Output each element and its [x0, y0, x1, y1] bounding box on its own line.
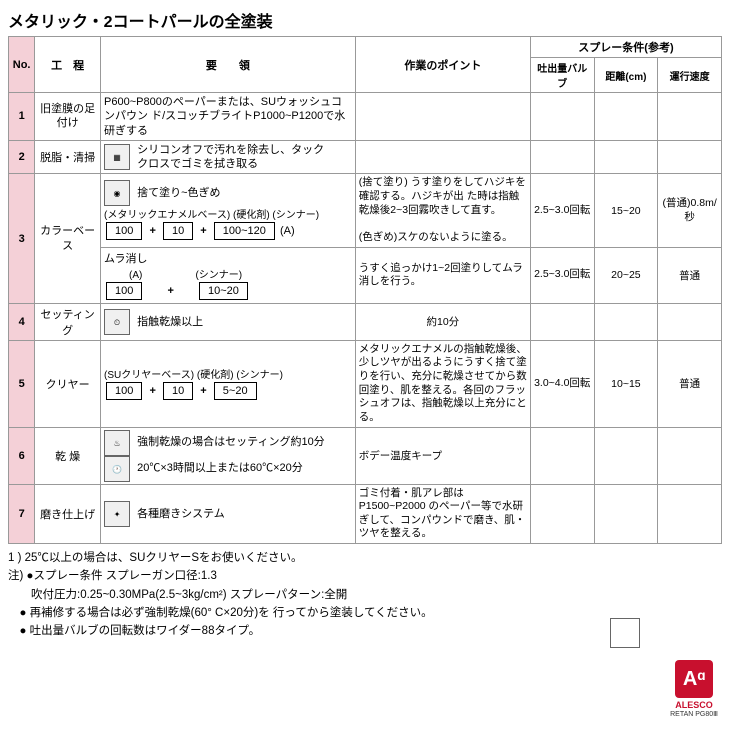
logo-badge: Aᵅ: [675, 660, 713, 698]
table-row: 3 カラーベース ◉ 捨て塗り~色ぎめ (メタリックエナメルベース) (硬化剤)…: [9, 174, 722, 247]
logo-sub: RETAN PG80Ⅲ: [670, 710, 718, 718]
text: (A): [280, 225, 295, 237]
cell-speed: (普通)0.8m/秒: [658, 174, 722, 247]
spray-icon: ◉: [104, 180, 130, 206]
cell-youryou: ムラ消し (A) (シンナー) 100 + 10~20: [101, 247, 356, 303]
plus: +: [200, 385, 206, 397]
logo-name: ALESCO: [670, 700, 718, 710]
timer-icon: ⏲: [104, 309, 130, 335]
cell-youryou: ✦ 各種磨きシステム: [101, 484, 356, 544]
h-youryou: 要 領: [101, 37, 356, 93]
cell-proc: 脱脂・清掃: [35, 140, 101, 174]
h-speed: 運行速度: [658, 58, 722, 93]
cell-proc: カラーベース: [35, 174, 101, 303]
plus: +: [149, 225, 155, 237]
note-line: 1 ) 25℃以上の場合は、SUクリヤーSをお使いください。: [8, 550, 722, 567]
h-point: 作業のポイント: [355, 37, 530, 93]
h-spray: スプレー条件(参考): [530, 37, 721, 58]
text: ムラ消し: [104, 253, 147, 265]
cell-no: 4: [9, 303, 35, 340]
table-row: 7 磨き仕上げ ✦ 各種磨きシステム ゴミ付着・肌アレ部はP1500~P2000…: [9, 484, 722, 544]
brand-logo: Aᵅ ALESCO RETAN PG80Ⅲ: [670, 660, 718, 718]
plus: +: [167, 285, 173, 297]
cell-youryou: P600~P800のペーパーまたは、SUウォッシュコンパウン ド/スコッチブライ…: [101, 93, 356, 141]
note-line: 注) ●スプレー条件 スプレーガン口径:1.3: [8, 568, 722, 585]
text: (シンナー): [195, 270, 242, 281]
cell-no: 6: [9, 427, 35, 484]
cell-youryou: (SUクリヤーベース) (硬化剤) (シンナー) 100 + 10 + 5~20: [101, 340, 356, 427]
main-table: No. 工 程 要 領 作業のポイント スプレー条件(参考) 吐出量バルブ 距離…: [8, 36, 722, 544]
h-valve: 吐出量バルブ: [530, 58, 594, 93]
text: 捨て塗り~色ぎめ: [137, 187, 220, 199]
text: 指触乾燥以上: [137, 316, 203, 328]
cell-proc: 旧塗膜の足付け: [35, 93, 101, 141]
h-no: No.: [9, 37, 35, 93]
value-box: 100: [106, 382, 142, 400]
cell-point: 約10分: [355, 303, 530, 340]
cell-valve: 2.5~3.0回転: [530, 247, 594, 303]
cell-proc: セッティング: [35, 303, 101, 340]
cell-dist: 20~25: [594, 247, 658, 303]
cell-no: 2: [9, 140, 35, 174]
value-box: 10: [163, 382, 193, 400]
cell-proc: クリヤー: [35, 340, 101, 427]
plus: +: [149, 385, 155, 397]
cell-youryou: ▦ シリコンオフで汚れを除去し、タッククロスでゴミを拭き取る: [101, 140, 356, 174]
cell-proc: 乾 燥: [35, 427, 101, 484]
text: 強制乾燥の場合はセッティング約10分: [137, 435, 327, 449]
table-row: 5 クリヤー (SUクリヤーベース) (硬化剤) (シンナー) 100 + 10…: [9, 340, 722, 427]
cell-point: (捨て塗り) うす塗りをしてハジキを確認する。ハジキが出 た時は指触乾燥後2~3…: [355, 174, 530, 247]
table-row: ムラ消し (A) (シンナー) 100 + 10~20 うすく追っかけ1~2回塗…: [9, 247, 722, 303]
page-title: メタリック・2コートパールの全塗装: [8, 8, 722, 32]
value-box: 5~20: [214, 382, 257, 400]
h-dist: 距離(cm): [594, 58, 658, 93]
table-row: 1 旧塗膜の足付け P600~P800のペーパーまたは、SUウォッシュコンパウン…: [9, 93, 722, 141]
text: (捨て塗り) うす塗りをしてハジキを確認する。ハジキが出 た時は指触乾燥後2~3…: [359, 176, 526, 215]
cell-youryou: ♨ 強制乾燥の場合はセッティング約10分 🕐 20℃×3時間以上または60℃×2…: [101, 427, 356, 484]
text: (メタリックエナメルベース) (硬化剤) (シンナー): [104, 210, 319, 221]
cell-dist: 10~15: [594, 340, 658, 427]
cell-youryou: ◉ 捨て塗り~色ぎめ (メタリックエナメルベース) (硬化剤) (シンナー) 1…: [101, 174, 356, 247]
value-box: 100: [106, 282, 142, 300]
value-box: 100: [106, 222, 142, 240]
cell-point: メタリックエナメルの指触乾燥後、少しツヤが出るようにうすく捨て塗りを行い、充分に…: [355, 340, 530, 427]
value-box: 10~20: [199, 282, 248, 300]
cell-point: うすく追っかけ1~2回塗りしてムラ消しを行う。: [355, 247, 530, 303]
text: 20℃×3時間以上または60℃×20分: [137, 461, 327, 475]
h-proc: 工 程: [35, 37, 101, 93]
polish-icon: ✦: [104, 501, 130, 527]
cell-speed: 普通: [658, 340, 722, 427]
plus: +: [200, 225, 206, 237]
cell-point: ゴミ付着・肌アレ部はP1500~P2000 のペーパー等で水研ぎして、コンパウン…: [355, 484, 530, 544]
note-line: 吹付圧力:0.25~0.30MPa(2.5~3kg/cm²) スプレーパターン:…: [8, 587, 722, 604]
cleaning-icon: ▦: [104, 144, 130, 170]
cell-no: 7: [9, 484, 35, 544]
cell-proc: 磨き仕上げ: [35, 484, 101, 544]
cell-valve: 3.0~4.0回転: [530, 340, 594, 427]
table-row: 6 乾 燥 ♨ 強制乾燥の場合はセッティング約10分 🕐 20℃×3時間以上また…: [9, 427, 722, 484]
cell-no: 3: [9, 174, 35, 303]
table-row: 4 セッティング ⏲ 指触乾燥以上 約10分: [9, 303, 722, 340]
spraygun-icon: [610, 618, 640, 648]
text: (色ぎめ)スケのないように塗る。: [359, 231, 513, 243]
table-row: 2 脱脂・清掃 ▦ シリコンオフで汚れを除去し、タッククロスでゴミを拭き取る: [9, 140, 722, 174]
text: 各種磨きシステム: [137, 508, 225, 520]
cell-youryou: ⏲ 指触乾燥以上: [101, 303, 356, 340]
cell-no: 1: [9, 93, 35, 141]
text: シリコンオフで汚れを除去し、タッククロスでゴミを拭き取る: [137, 143, 327, 172]
clock-icon: 🕐: [104, 456, 130, 482]
cell-valve: 2.5~3.0回転: [530, 174, 594, 247]
text: (SUクリヤーベース) (硬化剤) (シンナー): [104, 370, 283, 381]
cell-point: ボデー温度キープ: [355, 427, 530, 484]
heat-icon: ♨: [104, 430, 130, 456]
value-box: 10: [163, 222, 193, 240]
value-box: 100~120: [214, 222, 275, 240]
cell-dist: 15~20: [594, 174, 658, 247]
cell-point: [355, 93, 530, 141]
cell-speed: 普通: [658, 247, 722, 303]
text: (A): [129, 270, 142, 281]
cell-no: 5: [9, 340, 35, 427]
